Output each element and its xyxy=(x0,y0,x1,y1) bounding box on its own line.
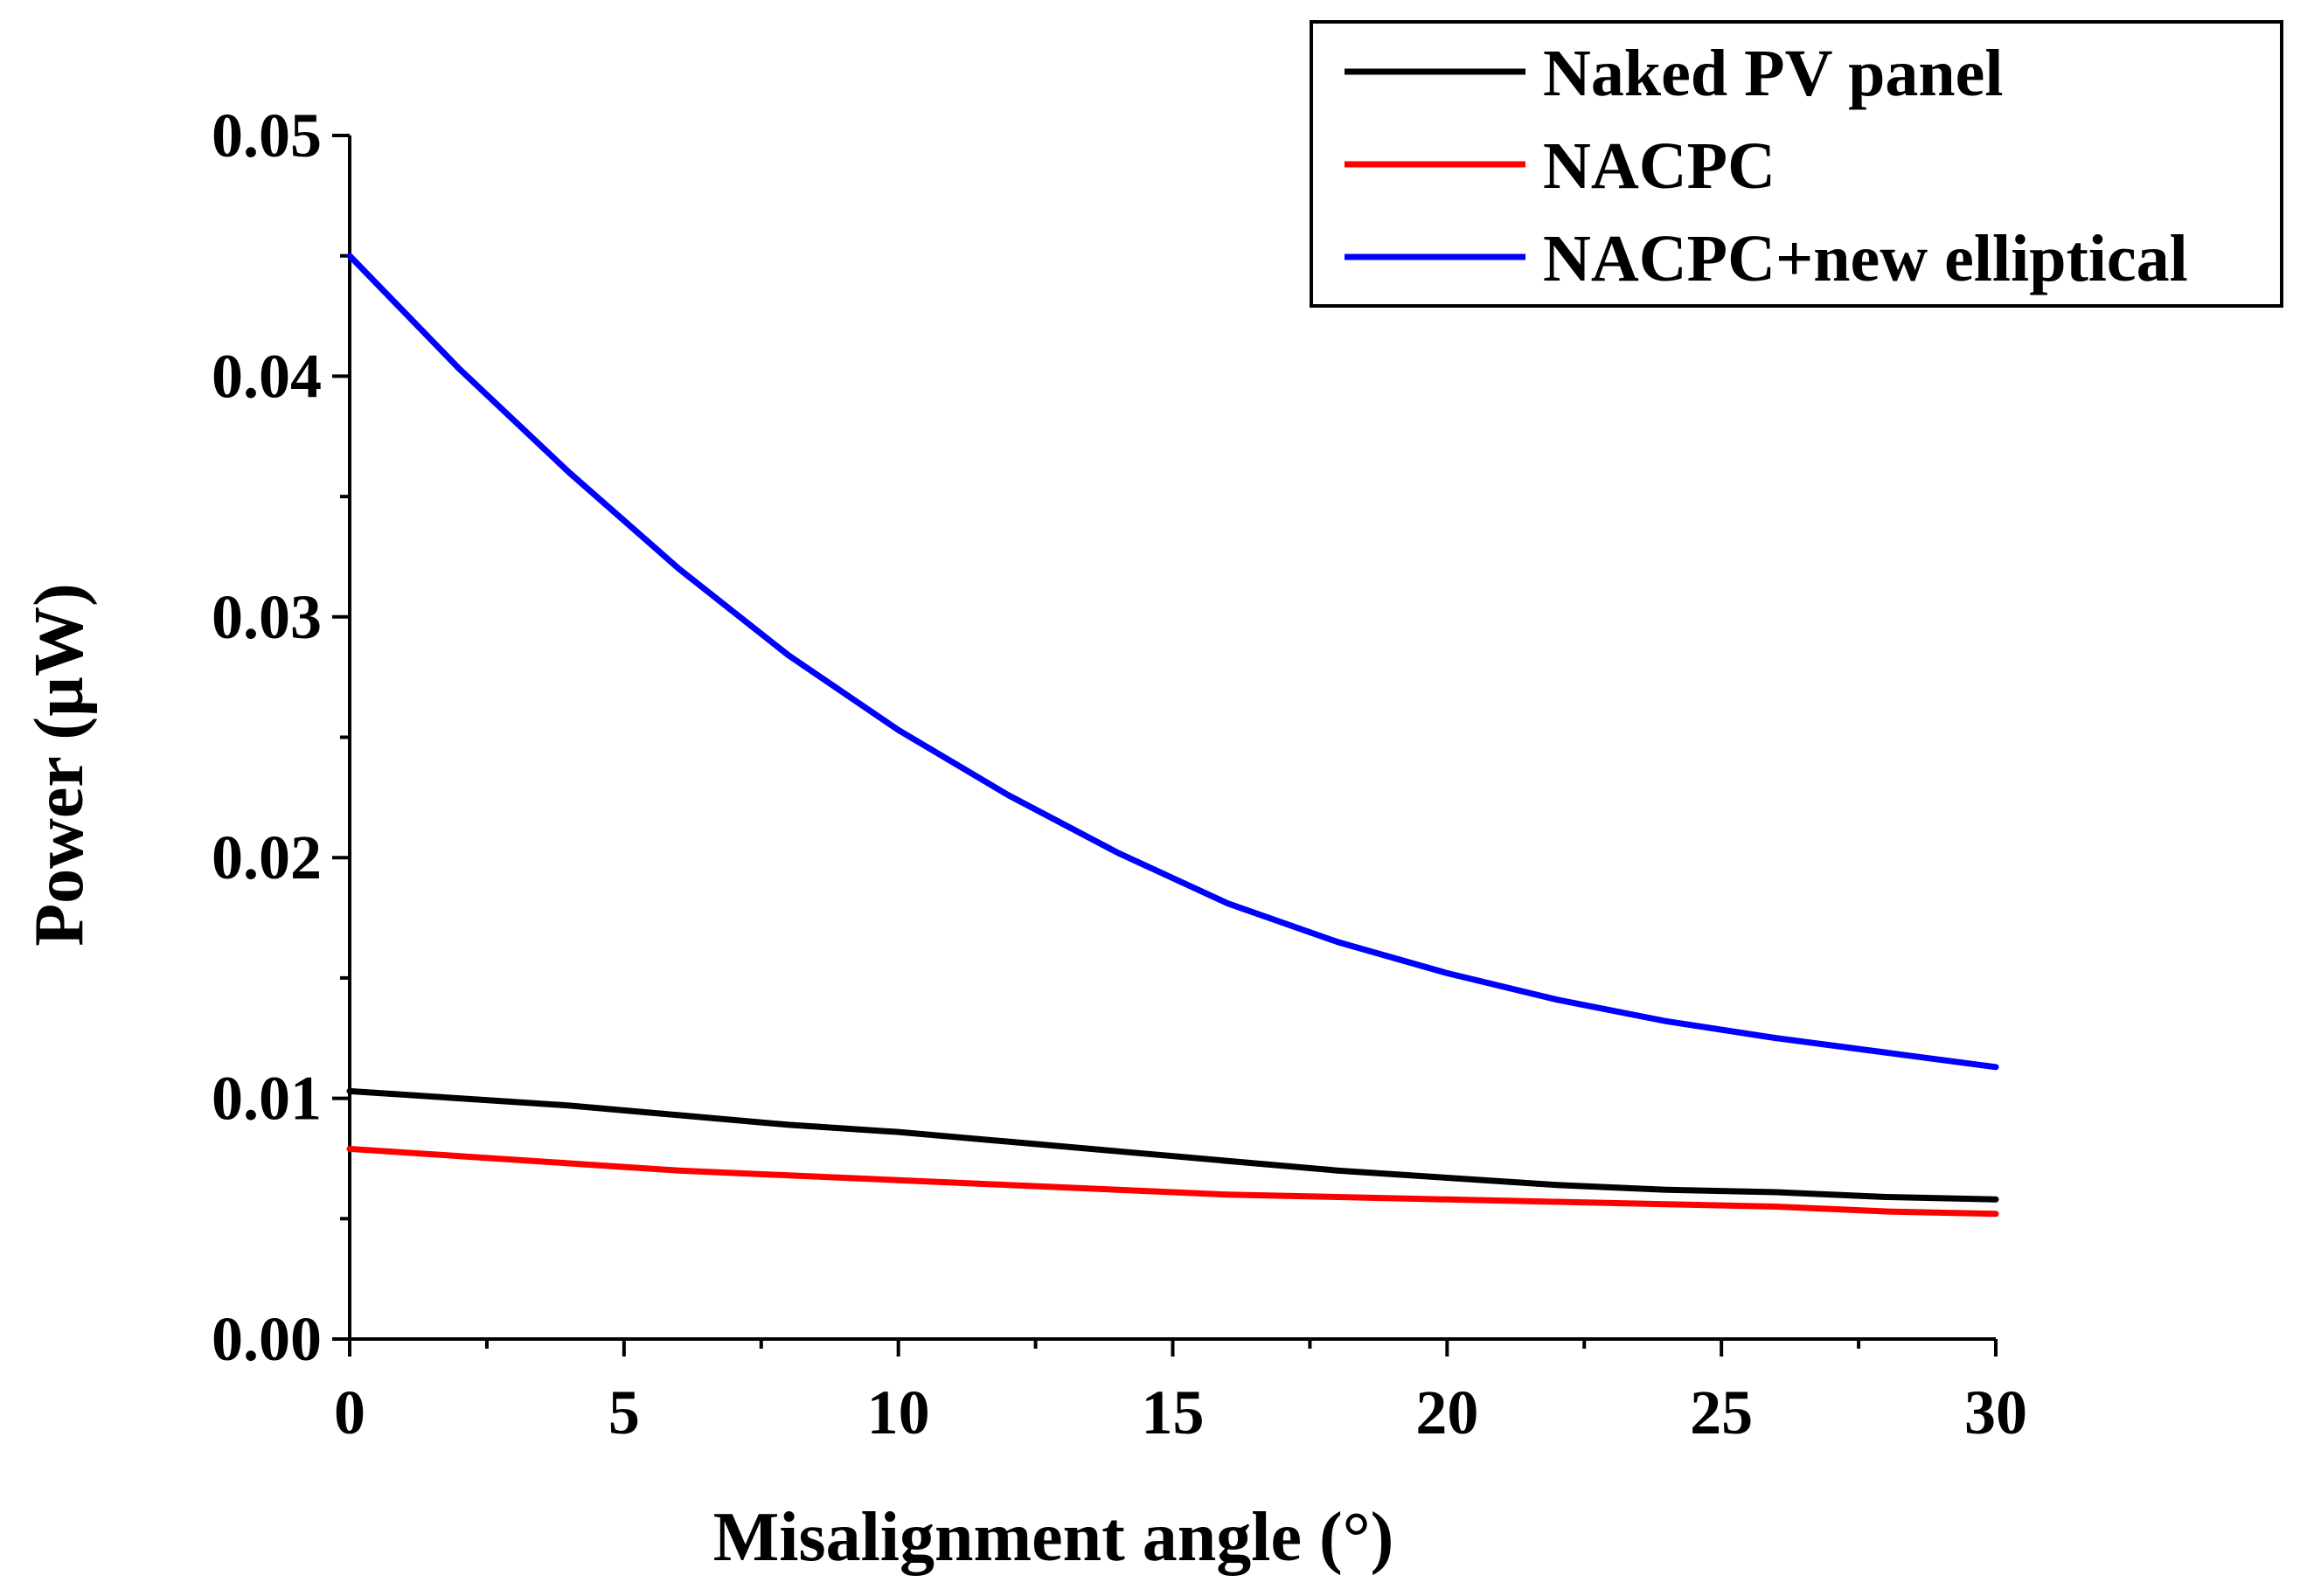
series-line-naked-pv-panel xyxy=(346,1087,1999,1203)
y-tick-label: 0.01 xyxy=(212,1064,322,1134)
legend: Naked PV panel NACPC NACPC+new elliptical xyxy=(1310,20,2283,308)
y-tick-label: 0.00 xyxy=(212,1304,322,1374)
x-tick-label: 20 xyxy=(1415,1377,1478,1447)
y-tick-label: 0.03 xyxy=(212,582,322,652)
legend-label-naked-pv-panel: Naked PV panel xyxy=(1543,37,2003,110)
legend-label-nacpc-new-elliptical: NACPC+new elliptical xyxy=(1543,222,2188,295)
x-tick-label: 10 xyxy=(867,1377,930,1447)
y-tick-label: 0.02 xyxy=(212,822,322,892)
axes-layer: 0 5 10 15 20 25 30 0.00 0.01 0.02 0.03 0.04 0.05 xyxy=(212,101,2027,1447)
x-tick-label: 25 xyxy=(1690,1377,1753,1447)
series-line-nacpc-new-elliptical xyxy=(346,253,1999,1071)
legend-label-nacpc: NACPC xyxy=(1543,129,1775,203)
series-layer xyxy=(346,253,1999,1218)
x-tick-label: 0 xyxy=(334,1377,365,1447)
y-axis-title: Power (µW) xyxy=(21,583,98,947)
legend-items: Naked PV panel NACPC NACPC+new elliptical xyxy=(1345,37,2188,295)
y-tick-label: 0.04 xyxy=(212,341,322,411)
x-tick-label: 30 xyxy=(1964,1377,2027,1447)
x-tick-label: 5 xyxy=(608,1377,640,1447)
x-tick-label: 15 xyxy=(1142,1377,1205,1447)
series-line-nacpc xyxy=(346,1145,1999,1218)
y-tick-label: 0.05 xyxy=(212,101,322,170)
x-axis-title: Misalignment angle (°) xyxy=(713,1499,1394,1576)
